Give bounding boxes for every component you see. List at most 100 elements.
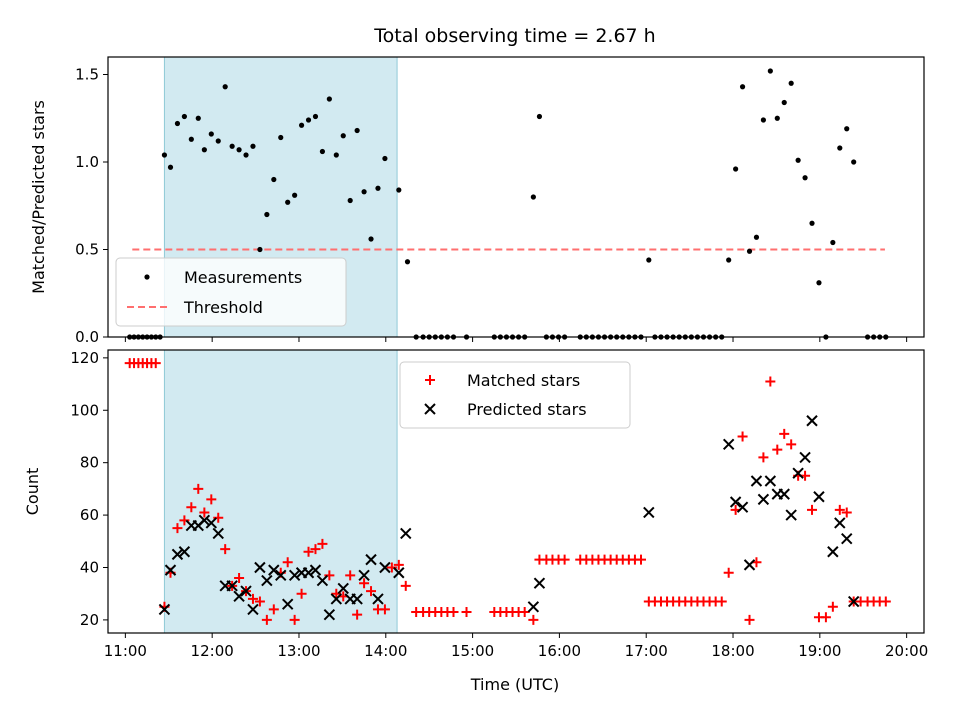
predicted-star-point <box>722 438 735 451</box>
x-tick-label: 12:00 <box>191 642 234 660</box>
bottom-y-tick-label: 80 <box>80 454 99 472</box>
measurement-point <box>746 248 753 254</box>
measurement-point <box>536 113 543 120</box>
x-tick-label: 13:00 <box>277 642 320 660</box>
matched-star-point <box>359 578 370 589</box>
measurement-point <box>292 192 298 198</box>
measurement-point <box>285 199 291 205</box>
matched-star-point <box>737 431 748 442</box>
measurement-point <box>181 113 187 120</box>
legend-threshold-label: Threshold <box>183 298 263 317</box>
measurement-point <box>319 148 326 155</box>
matched-star-point <box>528 614 539 625</box>
measurement-point <box>326 96 332 102</box>
predicted-star-point <box>288 569 301 582</box>
predicted-star-point <box>806 415 818 427</box>
matched-star-point <box>282 557 293 568</box>
matched-star-point <box>289 614 300 625</box>
predicted-star-point <box>351 593 363 605</box>
matched-star-point <box>172 523 183 534</box>
matched-star-point <box>744 614 755 625</box>
measurement-point <box>271 176 277 183</box>
matched-star-point <box>386 562 397 573</box>
measurement-point <box>382 155 388 162</box>
predicted-star-point <box>813 491 825 503</box>
measurement-point <box>236 147 242 153</box>
measurement-point <box>760 117 767 123</box>
predicted-star-point <box>164 564 177 576</box>
predicted-star-point <box>729 496 742 508</box>
matched-star-point <box>461 607 472 618</box>
measurement-point <box>851 159 857 165</box>
predicted-star-point <box>261 574 273 587</box>
measurement-point <box>222 84 228 90</box>
predicted-star-point <box>750 475 763 487</box>
legend-measurement-marker <box>144 274 150 280</box>
measurement-point <box>298 122 305 128</box>
measurement-point <box>739 84 746 90</box>
x-tick-label: 19:00 <box>798 642 841 660</box>
predicted-star-point <box>799 451 811 464</box>
measurement-point <box>726 257 732 263</box>
matched-star-point <box>345 570 356 581</box>
x-tick-label: 18:00 <box>711 642 754 660</box>
top-y-tick-label: 1.5 <box>75 66 99 84</box>
matched-star-point <box>779 428 790 439</box>
matched-star-point <box>880 596 891 607</box>
top-legend: Measurements Threshold <box>115 257 347 327</box>
bottom-y-tick-label: 120 <box>70 349 99 367</box>
matched-star-point <box>268 604 279 615</box>
matched-star-point <box>247 593 258 604</box>
predicted-star-point <box>372 593 384 605</box>
matched-star-point <box>234 572 245 583</box>
measurement-point <box>278 134 284 141</box>
predicted-star-point <box>205 517 218 529</box>
predicted-star-point <box>527 601 540 613</box>
predicted-star-point <box>834 517 846 529</box>
measurement-point <box>375 185 381 191</box>
x-axis-label: Time (UTC) <box>470 675 559 694</box>
measurement-point <box>837 145 843 151</box>
predicted-star-point <box>247 603 259 616</box>
predicted-star-point <box>358 569 370 582</box>
matched-star-point <box>820 612 831 623</box>
predicted-star-point <box>827 546 839 558</box>
measurement-point <box>795 157 801 163</box>
top-y-tick-label: 0.0 <box>75 328 99 346</box>
matched-star-point <box>807 504 818 515</box>
matched-star-point <box>254 596 265 607</box>
top-y-tick-label: 1.0 <box>75 153 99 171</box>
matched-star-point <box>193 483 204 494</box>
matched-star-point <box>772 444 783 455</box>
legend-box <box>399 361 631 429</box>
predicted-star-point <box>785 509 797 521</box>
matched-star-point <box>723 567 734 578</box>
legend-matched-label: Matched stars <box>467 371 580 390</box>
matched-star-point <box>220 544 231 555</box>
matched-star-point <box>179 515 190 526</box>
predicted-star-point <box>533 577 546 589</box>
predicted-star-point <box>337 582 349 595</box>
predicted-star-point <box>212 527 224 540</box>
x-tick-label: 14:00 <box>364 642 407 660</box>
bottom-y-tick-label: 60 <box>80 506 99 524</box>
matched-star-point <box>206 494 217 505</box>
bottom-axes-frame <box>107 349 925 634</box>
matched-star-point <box>827 601 838 612</box>
matched-star-point <box>448 607 459 618</box>
matched-star-point <box>303 546 314 557</box>
top-y-axis-label: Matched/Predicted stars <box>29 100 48 294</box>
matched-star-point <box>393 559 404 570</box>
predicted-star-point <box>226 580 238 592</box>
measurement-point <box>195 115 201 121</box>
predicted-star-point <box>309 564 322 576</box>
measurement-point <box>767 68 773 74</box>
measurement-point <box>753 234 760 240</box>
bottom-shaded-region <box>163 349 398 634</box>
matched-star-point <box>834 504 845 515</box>
matched-star-point <box>716 596 727 607</box>
predicted-star-point <box>841 532 853 545</box>
measurement-point <box>188 136 194 142</box>
measurement-point <box>257 246 263 253</box>
